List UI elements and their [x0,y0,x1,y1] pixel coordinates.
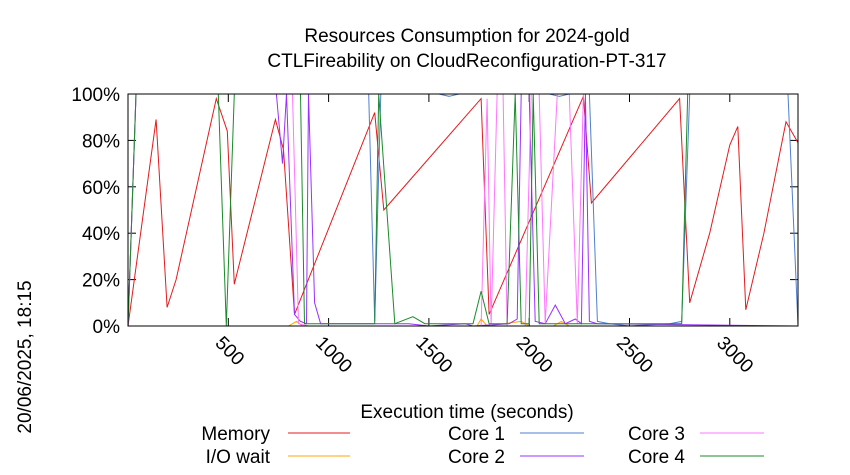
legend-label: Core 2 [448,447,505,468]
legend-label: Core 1 [448,424,505,445]
x-tick-label: 2500 [612,333,657,378]
y-tick-label: 20% [82,271,120,292]
y-tick-label: 100% [71,85,120,106]
series-line-core-4 [127,93,798,327]
side-timestamp: 20/06/2025, 18:15 [15,280,36,433]
chart-subtitle: CTLFireability on CloudReconfiguration-P… [267,51,666,72]
y-tick-label: 60% [82,178,120,199]
x-axis-label: Execution time (seconds) [360,402,573,423]
x-tick-label: 2000 [512,333,557,378]
x-tick-label: 500 [211,333,248,370]
x-tick-label: 1500 [411,333,456,378]
y-tick-label: 0% [93,317,121,338]
legend-label: Memory [201,424,270,445]
x-tick-label: 3000 [712,333,757,378]
plot-frame [127,93,799,327]
series-line-memory [127,96,799,327]
legend-label: Core 3 [628,424,685,445]
y-tick-label: 40% [82,224,120,245]
series-line-core-2 [127,93,799,327]
series-line-core-1 [127,93,799,327]
chart-title: Resources Consumption for 2024-gold [304,26,629,47]
legend-label: Core 4 [628,447,685,468]
series-lines [127,93,799,327]
legend-label: I/O wait [206,447,271,468]
x-tick-label: 1000 [311,333,356,378]
series-line-core-3 [127,93,798,327]
y-tick-label: 80% [82,131,120,152]
y-axis-ticks: 0% 20% 40% 60% 80% 100% [71,85,798,338]
